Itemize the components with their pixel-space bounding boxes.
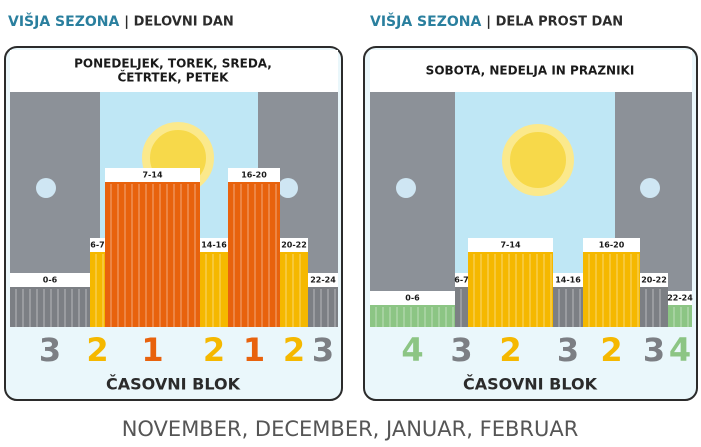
segment-label: 14-16 — [201, 241, 227, 250]
segment-label: 22-24 — [667, 294, 693, 303]
segment-label: 20-22 — [281, 241, 307, 250]
axis-label: ČASOVNI BLOK — [106, 375, 241, 394]
segment-label: 0-6 — [43, 276, 58, 285]
block-number: 3 — [312, 331, 334, 369]
moon — [278, 178, 298, 198]
axis-label: ČASOVNI BLOK — [463, 375, 598, 394]
block-bar — [640, 287, 668, 327]
segment-label: 7-14 — [500, 241, 520, 250]
heading-sub: | DELA PROST DAN — [486, 15, 623, 30]
block-number: 2 — [203, 331, 225, 369]
page: {"panels": [ {"heading_main": "VIŠJA SEZ… — [0, 0, 701, 447]
block-bar — [10, 287, 90, 327]
heading-main: VIŠJA SEZONA — [370, 12, 481, 30]
panel-title: SOBOTA, NEDELJA IN PRAZNIKI — [426, 64, 635, 78]
moon — [640, 178, 660, 198]
segment-label: 0-6 — [405, 294, 420, 303]
segment-label: 7-14 — [142, 171, 162, 180]
block-bar — [228, 182, 280, 327]
heading-sub: | DELOVNI DAN — [124, 15, 234, 30]
infographic: NOVEMBER, DECEMBER, JANUAR, FEBRUAR VIŠJ… — [0, 0, 701, 447]
block-bar — [200, 252, 228, 327]
segment-label: 6-7 — [90, 241, 104, 250]
block-number: 1 — [141, 331, 163, 369]
block-number: 2 — [600, 331, 622, 369]
segment-label: 14-16 — [555, 276, 581, 285]
moon — [396, 178, 416, 198]
segment-label: 20-22 — [641, 276, 667, 285]
block-bar — [308, 287, 338, 327]
block-number: 3 — [450, 331, 472, 369]
moon — [36, 178, 56, 198]
block-number: 3 — [643, 331, 665, 369]
panel-title: ČETRTEK, PETEK — [118, 70, 230, 85]
block-number: 2 — [86, 331, 108, 369]
block-number: 2 — [283, 331, 305, 369]
segment-label: 16-20 — [241, 171, 267, 180]
block-number: 4 — [669, 331, 691, 369]
segment-label: 22-24 — [310, 276, 336, 285]
sun — [506, 128, 570, 192]
block-number: 2 — [499, 331, 521, 369]
block-number: 4 — [401, 331, 423, 369]
block-number: 1 — [243, 331, 265, 369]
heading-main: VIŠJA SEZONA — [8, 12, 119, 30]
block-bar — [553, 287, 583, 327]
block-number: 3 — [39, 331, 61, 369]
footer: NOVEMBER, DECEMBER, JANUAR, FEBRUAR — [122, 417, 579, 441]
block-bar — [280, 252, 308, 327]
panel-title: PONEDELJEK, TOREK, SREDA, — [74, 57, 272, 71]
segment-label: 6-7 — [454, 276, 468, 285]
segment-label: 16-20 — [599, 241, 625, 250]
block-number: 3 — [557, 331, 579, 369]
